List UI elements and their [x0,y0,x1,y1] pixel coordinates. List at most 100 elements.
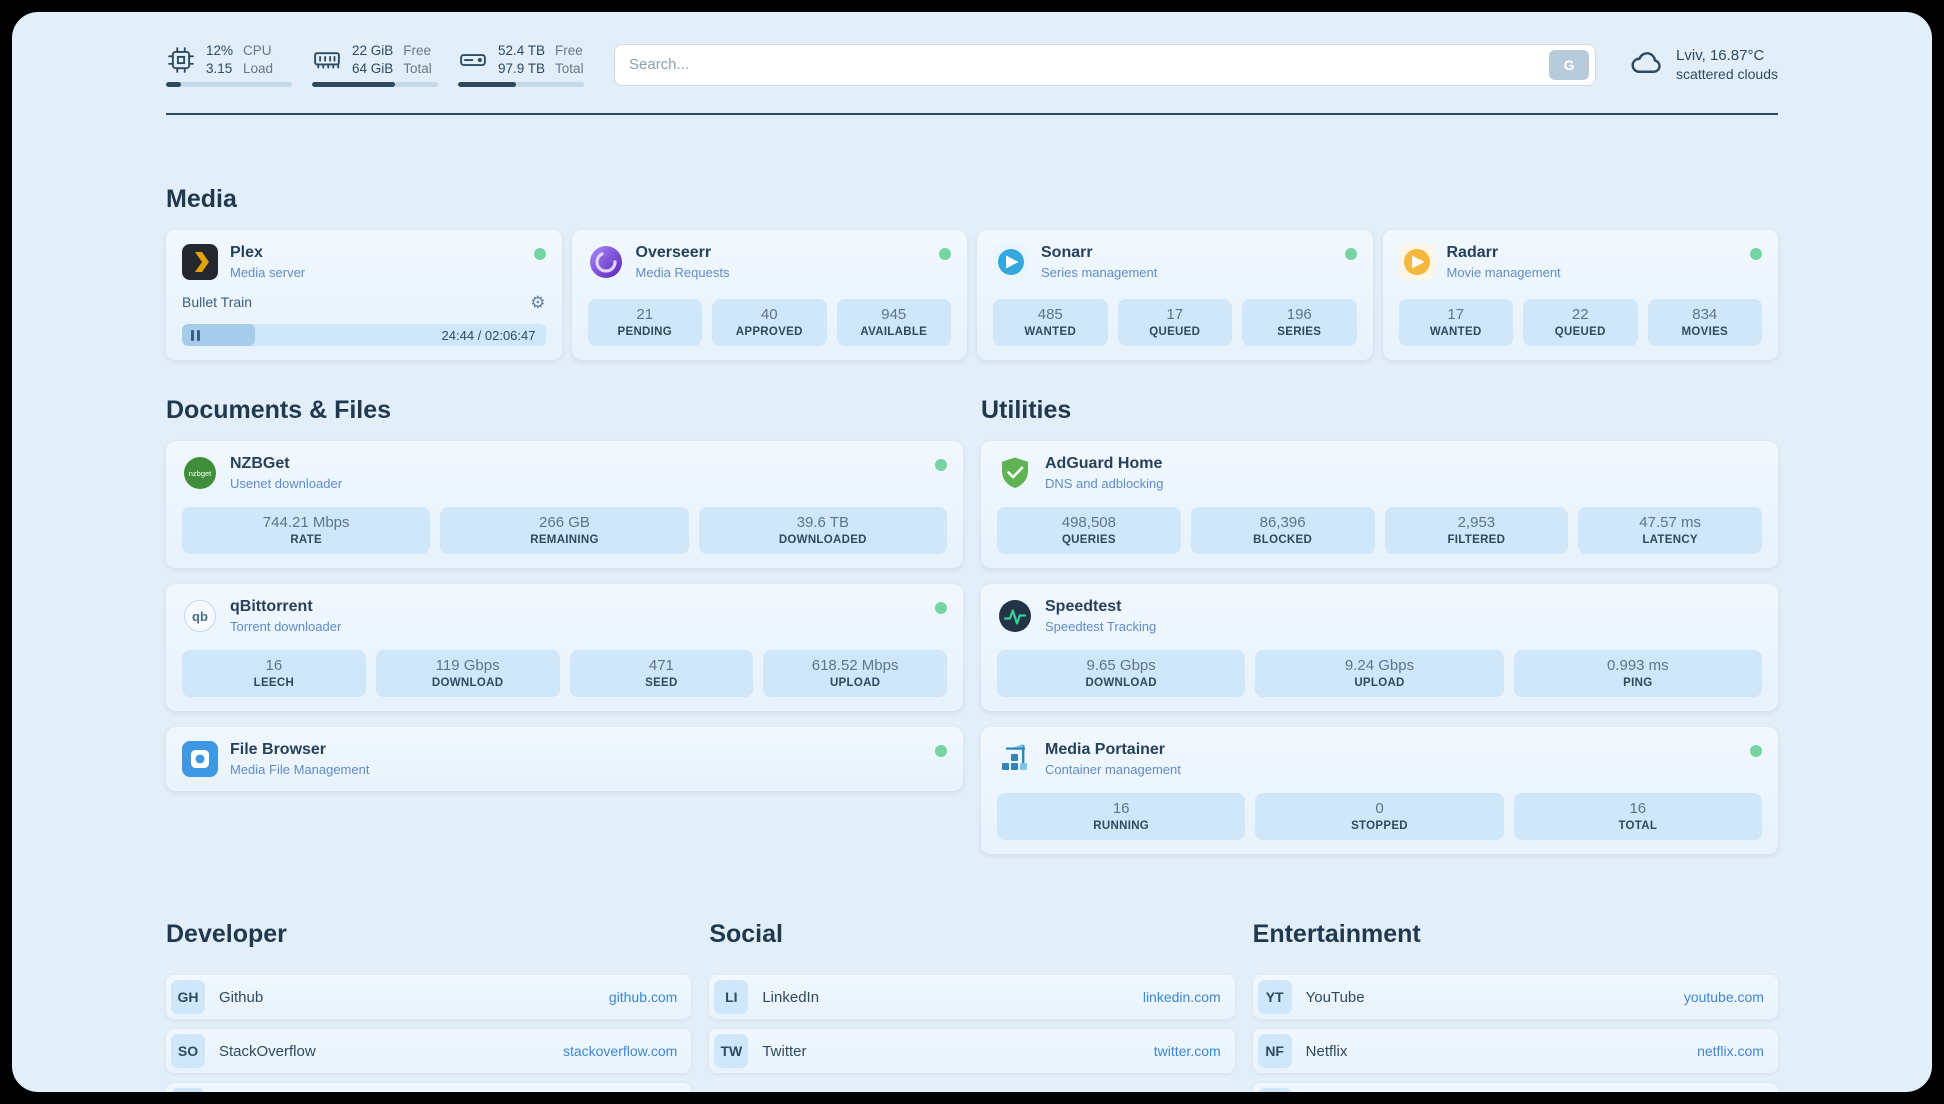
cpu-progress-bar [166,82,292,88]
linkedin-icon: LI [714,980,749,1015]
app-name: AdGuard Home [1045,455,1163,473]
filebrowser-card[interactable]: File Browser Media File Management [166,727,963,792]
disk-total-label: Total [555,60,584,76]
search-provider-button[interactable]: G [1549,49,1590,80]
pause-icon[interactable] [191,329,200,341]
app-name: Plex [230,244,263,262]
gear-icon[interactable]: ⚙ [530,292,546,312]
app-name: Radarr [1446,244,1499,262]
disk-widget: 52.4 TB 97.9 TB Free Total [458,42,584,88]
stat-tile: 196 SERIES [1242,299,1357,347]
stat-tile: 0.993 ms PING [1513,650,1762,698]
stat-tile: 17 QUEUED [1117,299,1232,347]
bookmark-netflix[interactable]: NF Netflix netflix.com [1252,1029,1778,1074]
disk-free-value: 52.4 TB [498,43,546,58]
bookmark-twitter[interactable]: TW Twitter twitter.com [709,1029,1235,1074]
social-links-section: Social LI LinkedIn linkedin.com TW Twitt… [709,920,1235,1092]
social-section-title: Social [709,920,783,949]
stat-tile: 47.57 ms LATENCY [1578,507,1762,555]
ram-progress-bar [312,82,438,88]
svg-text:qb: qb [192,609,208,624]
cpu-label-bottom: Load [243,60,274,76]
netflix-icon: NF [1257,1034,1292,1069]
ram-total-label: Total [403,60,432,76]
media-section: Media Plex Media server [166,185,1778,361]
filebrowser-icon [182,741,218,778]
overseerr-card[interactable]: Overseerr Media Requests 21 PENDING 40 A… [571,230,967,361]
documents-section: Documents & Files nzbget NZBGet Usenet d… [166,396,963,854]
speedtest-icon [997,598,1033,634]
ram-icon [312,45,342,75]
radarr-card[interactable]: Radarr Movie management 17 WANTED 22 QUE… [1382,230,1778,361]
app-name: Sonarr [1041,244,1093,262]
portainer-card[interactable]: Media Portainer Container management 16 … [981,727,1778,855]
search-input[interactable] [629,56,1550,74]
stat-tile: 834 MOVIES [1647,299,1762,347]
app-name: Media Portainer [1045,741,1166,759]
app-name: qBittorrent [230,598,313,616]
overseerr-icon [588,244,624,280]
cpu-value-percent: 12% [206,43,234,58]
speedtest-card[interactable]: Speedtest Speedtest Tracking 9.65 Gbps D… [981,584,1778,712]
playback-progress-bar[interactable]: 24:44 / 02:06:47 [182,324,546,347]
stat-tile: 22 QUEUED [1523,299,1638,347]
header-divider [166,113,1778,116]
stat-tile: 498,508 QUERIES [997,507,1181,555]
app-subtitle: Container management [1045,762,1181,778]
app-subtitle: Media Requests [635,265,730,281]
app-name: Overseerr [635,244,712,262]
youtube-icon: YT [1257,980,1292,1015]
qbittorrent-card[interactable]: qb qBittorrent Torrent downloader 16 [166,584,963,712]
utilities-section: Utilities AdGuard Home DNS and adblockin… [981,396,1778,855]
radarr-icon [1398,244,1435,281]
stat-tile: 945 AVAILABLE [836,299,951,347]
ram-free-label: Free [403,43,432,58]
stat-tile: 17 WANTED [1398,299,1513,347]
sonarr-card[interactable]: Sonarr Series management 485 WANTED 17 Q… [977,230,1373,361]
cloud-icon [1626,44,1666,85]
bookmark-github[interactable]: GH Github github.com [166,975,692,1020]
plex-card[interactable]: Plex Media server Bullet Train ⚙ 24:44 /… [166,230,562,361]
stackoverflow-icon: SO [171,1034,205,1069]
stat-tile: 39.6 TB DOWNLOADED [698,507,947,555]
portainer-icon [997,741,1033,777]
status-dot [1750,745,1762,758]
status-dot [935,459,947,472]
status-dot [935,745,947,758]
weather-location: Lviv, 16.87°C [1676,47,1765,65]
stat-tile: 16 RUNNING [997,793,1246,841]
dev-icon: DT [171,1088,205,1092]
ram-free-value: 22 GiB [352,43,394,58]
adguard-icon [997,455,1033,491]
nzbget-card[interactable]: nzbget NZBGet Usenet downloader 744.21 M… [166,441,963,569]
app-name: File Browser [230,741,327,759]
weather-condition: scattered clouds [1676,66,1778,83]
bookmark-youtube[interactable]: YT YouTube youtube.com [1252,975,1778,1020]
bookmark-stackoverflow[interactable]: SO StackOverflow stackoverflow.com [166,1029,692,1074]
disk-free-label: Free [555,43,583,58]
status-dot [1344,248,1357,261]
utilities-section-title: Utilities [981,396,1072,425]
stat-tile: 485 WANTED [993,299,1108,347]
app-subtitle: Usenet downloader [230,476,343,492]
disk-progress-bar [458,82,584,88]
stat-tile: 471 SEED [569,650,754,698]
bookmark-linkedin[interactable]: LI LinkedIn linkedin.com [709,975,1235,1020]
disk-total-value: 97.9 TB [498,60,546,76]
qbittorrent-icon: qb [182,598,218,634]
playback-time: 24:44 / 02:06:47 [441,327,536,343]
app-subtitle: Speedtest Tracking [1045,619,1157,635]
cpu-widget: 12% 3.15 CPU Load [166,42,292,88]
stat-tile: 744.21 Mbps RATE [182,507,431,555]
app-subtitle: Movie management [1446,265,1561,281]
bookmark-reddit[interactable]: RE Reddit reddit.com [1252,1083,1778,1092]
bookmark-dev[interactable]: DT DEV dev.to [166,1083,692,1092]
app-subtitle: Series management [1041,265,1158,281]
adguard-card[interactable]: AdGuard Home DNS and adblocking 498,508 … [981,441,1778,569]
app-subtitle: DNS and adblocking [1045,476,1164,492]
sonarr-icon [993,244,1029,281]
ram-widget: 22 GiB 64 GiB Free Total [312,42,438,88]
twitter-icon: TW [714,1034,749,1069]
stat-tile: 119 Gbps DOWNLOAD [375,650,560,698]
developer-section-title: Developer [166,920,287,949]
